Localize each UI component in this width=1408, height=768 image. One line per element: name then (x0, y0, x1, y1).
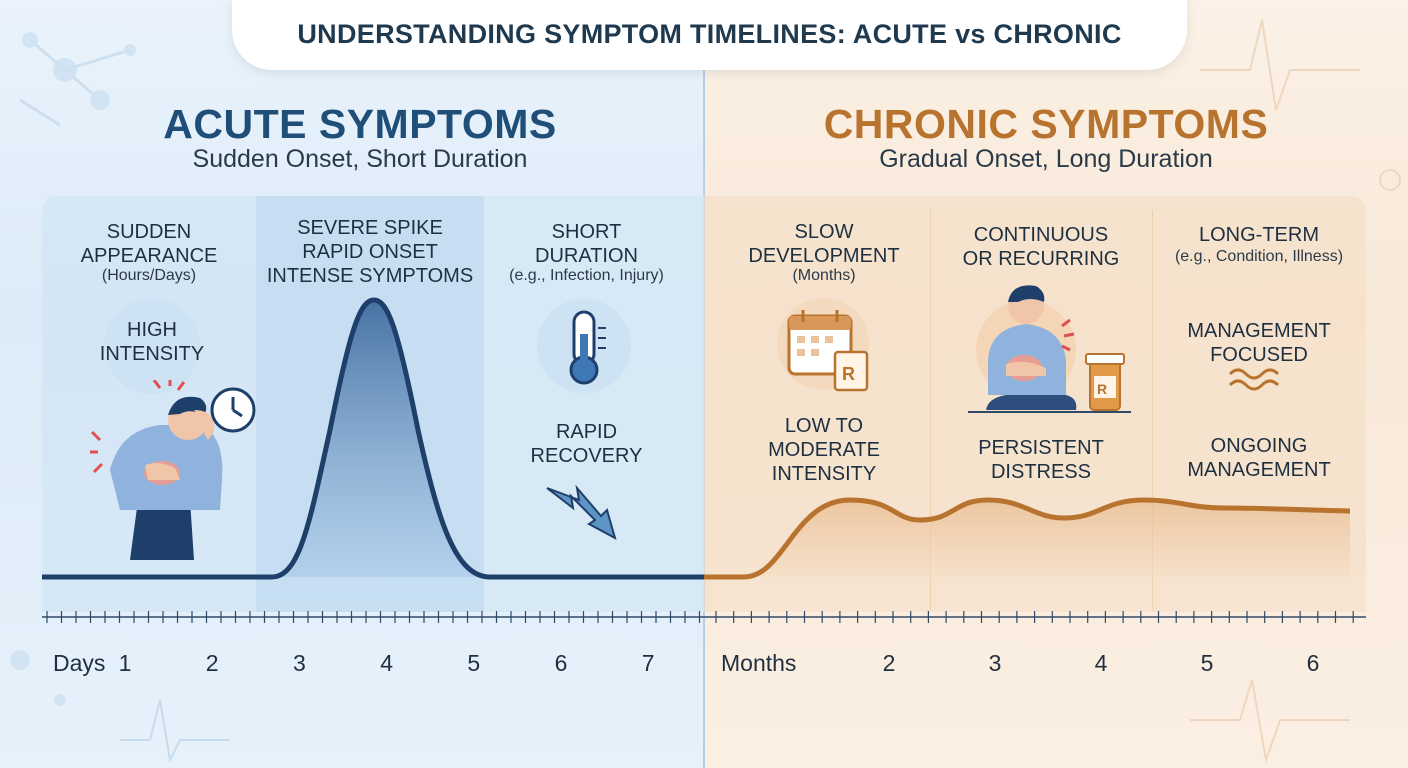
title-banner (232, 0, 1187, 70)
chronic-symptom-curve (704, 497, 1351, 580)
acute-col1-note: (Hours/Days) (101, 267, 197, 284)
prescription-icon: R (833, 350, 869, 392)
chronic-tick-label: 3 (988, 650, 1002, 676)
chronic-column-divider (1152, 210, 1153, 610)
ongoing-management-label: ONGOING MANAGEMENT (1187, 435, 1331, 481)
acute-tick-label: 5 (467, 650, 481, 676)
acute-tick-label: 4 (380, 650, 393, 676)
wave-icon (1228, 368, 1280, 391)
down-arrow-icon (546, 484, 617, 541)
acute-col1-label: SUDDEN APPEARANCE (80, 221, 218, 267)
acute-subheading: Sudden Onset, Short Duration (192, 145, 528, 173)
acute-tick-label: 6 (554, 650, 568, 676)
acute-col3-note: (e.g., Infection, Injury) (509, 267, 664, 284)
acute-time-axis (42, 611, 704, 623)
chronic-subheading: Gradual Onset, Long Duration (879, 145, 1213, 173)
acute-symptom-curve (42, 297, 704, 580)
clock-icon (210, 387, 256, 433)
chronic-time-axis (704, 611, 1366, 623)
rapid-recovery-label: RAPID RECOVERY (530, 421, 643, 467)
acute-tick-label: 3 (292, 650, 306, 676)
management-focused-label: MANAGEMENT FOCUSED (1187, 320, 1331, 366)
intensity-badge (104, 298, 200, 394)
chronic-column-divider (930, 210, 931, 610)
acute-heading: ACUTE SYMPTOMS (163, 101, 557, 147)
chronic-tick-label: 5 (1200, 650, 1214, 676)
acute-tick-label: 2 (205, 650, 219, 676)
chronic-col3-note: (e.g., Condition, Illness) (1174, 248, 1344, 265)
chronic-col3-label: LONG-TERM (1199, 224, 1319, 246)
thermometer-icon (537, 299, 631, 393)
stomach-pain-person-icon: R (968, 285, 1131, 413)
persistent-distress-label: PERSISTENT DISTRESS (978, 437, 1104, 483)
acute-tick-label: 7 (641, 650, 655, 676)
chronic-heading: CHRONIC SYMPTOMS (823, 101, 1269, 147)
chronic-col2-label: CONTINUOUS OR RECURRING (962, 224, 1120, 270)
svg-text:R: R (842, 364, 855, 384)
chronic-tick-label: 6 (1306, 650, 1320, 676)
chronic-axis-label: Months (721, 650, 797, 676)
chronic-tick-label: 2 (882, 650, 896, 676)
chronic-col1-note: (Months) (792, 267, 856, 284)
acute-duration-column (484, 196, 704, 612)
acute-axis-label: Days (53, 650, 106, 676)
chronic-tick-label: 4 (1094, 650, 1108, 676)
page-title: UNDERSTANDING SYMPTOM TIMELINES: ACUTE v… (297, 19, 1122, 49)
acute-tick-label: 1 (118, 650, 132, 676)
chronic-intensity-label: LOW TO MODERATE INTENSITY (768, 415, 880, 485)
headache-person-icon (90, 380, 223, 560)
acute-intensity-label: HIGH INTENSITY (99, 319, 205, 365)
chronic-col1-label: SLOW DEVELOPMENT (748, 221, 900, 267)
svg-text:R: R (1097, 381, 1107, 397)
acute-col3-label: SHORT DURATION (535, 221, 638, 267)
acute-col2-label: SEVERE SPIKE RAPID ONSET INTENSE SYMPTOMS (266, 217, 474, 287)
